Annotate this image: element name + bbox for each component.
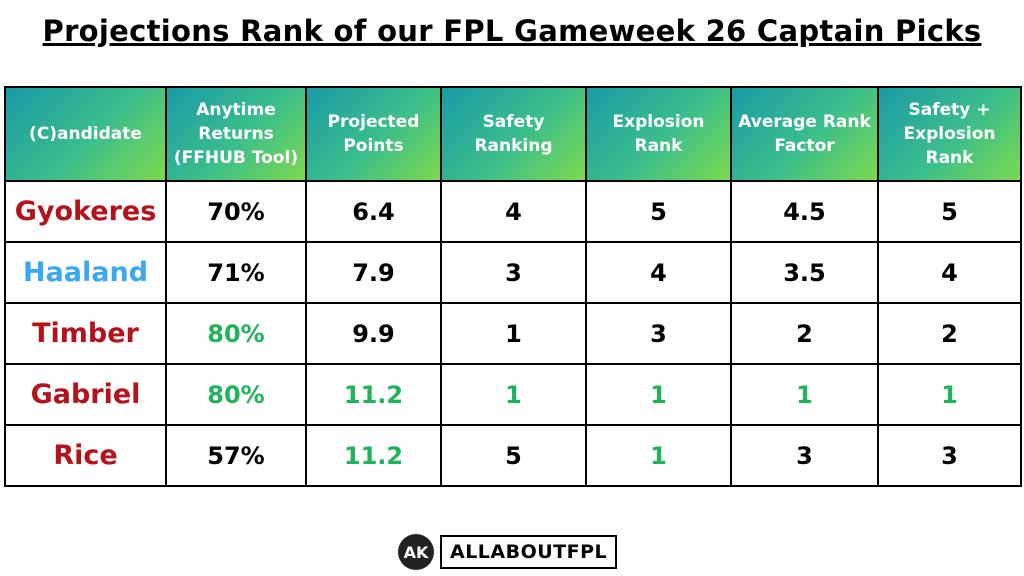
- table-cell: 11.2: [305, 363, 442, 426]
- candidate-name: Rice: [4, 424, 167, 487]
- header-cell: Projected Points: [305, 86, 442, 182]
- table-cell: 4.5: [730, 180, 879, 243]
- table-cell: 3: [877, 424, 1022, 487]
- header-row: (C)andidate Anytime Returns (FFHUB Tool) P…: [4, 86, 1022, 182]
- table-cell: 11.2: [305, 424, 442, 487]
- logo-badge: AK: [398, 534, 434, 570]
- table-cell: 1: [585, 363, 732, 426]
- header-cell: (C)andidate: [4, 86, 167, 182]
- candidate-name: Gabriel: [4, 363, 167, 426]
- header-cell: Safety + Explosion Rank: [877, 86, 1022, 182]
- table-cell: 4: [877, 241, 1022, 304]
- table-row: Haaland 71% 7.9 3 4 3.5 4: [4, 241, 1022, 304]
- table-cell: 4: [585, 241, 732, 304]
- table-cell: 80%: [165, 363, 307, 426]
- table-row: Rice 57% 11.2 5 1 3 3: [4, 424, 1022, 487]
- logo-brand: ALLABOUTFPL: [440, 535, 618, 569]
- table-cell: 3.5: [730, 241, 879, 304]
- table-cell: 1: [585, 424, 732, 487]
- table-cell: 5: [877, 180, 1022, 243]
- header-cell: Safety Ranking: [440, 86, 587, 182]
- table-cell: 7.9: [305, 241, 442, 304]
- table-cell: 1: [877, 363, 1022, 426]
- table-cell: 2: [730, 302, 879, 365]
- table-cell: 5: [440, 424, 587, 487]
- header-cell: Average Rank Factor: [730, 86, 879, 182]
- table-cell: 4: [440, 180, 587, 243]
- candidate-name: Timber: [4, 302, 167, 365]
- table-row: Gabriel 80% 11.2 1 1 1 1: [4, 363, 1022, 426]
- candidate-name: Haaland: [4, 241, 167, 304]
- table-cell: 57%: [165, 424, 307, 487]
- table-cell: 1: [440, 302, 587, 365]
- table-cell: 5: [585, 180, 732, 243]
- table-cell: 71%: [165, 241, 307, 304]
- title: Projections Rank of our FPL Gameweek 26 …: [42, 14, 982, 48]
- header-cell: Anytime Returns (FFHUB Tool): [165, 86, 307, 182]
- logo: AK ALLABOUTFPL: [398, 532, 618, 572]
- table-cell: 6.4: [305, 180, 442, 243]
- projection-table: (C)andidate Anytime Returns (FFHUB Tool) P…: [4, 86, 1022, 487]
- table-cell: 3: [585, 302, 732, 365]
- table-cell: 3: [440, 241, 587, 304]
- table-cell: 2: [877, 302, 1022, 365]
- table-cell: 70%: [165, 180, 307, 243]
- table-cell: 1: [440, 363, 587, 426]
- header-cell: Explosion Rank: [585, 86, 732, 182]
- table-row: Timber 80% 9.9 1 3 2 2: [4, 302, 1022, 365]
- table-cell: 9.9: [305, 302, 442, 365]
- table-cell: 3: [730, 424, 879, 487]
- table-row: Gyokeres 70% 6.4 4 5 4.5 5: [4, 180, 1022, 243]
- table-cell: 1: [730, 363, 879, 426]
- table-cell: 80%: [165, 302, 307, 365]
- candidate-name: Gyokeres: [4, 180, 167, 243]
